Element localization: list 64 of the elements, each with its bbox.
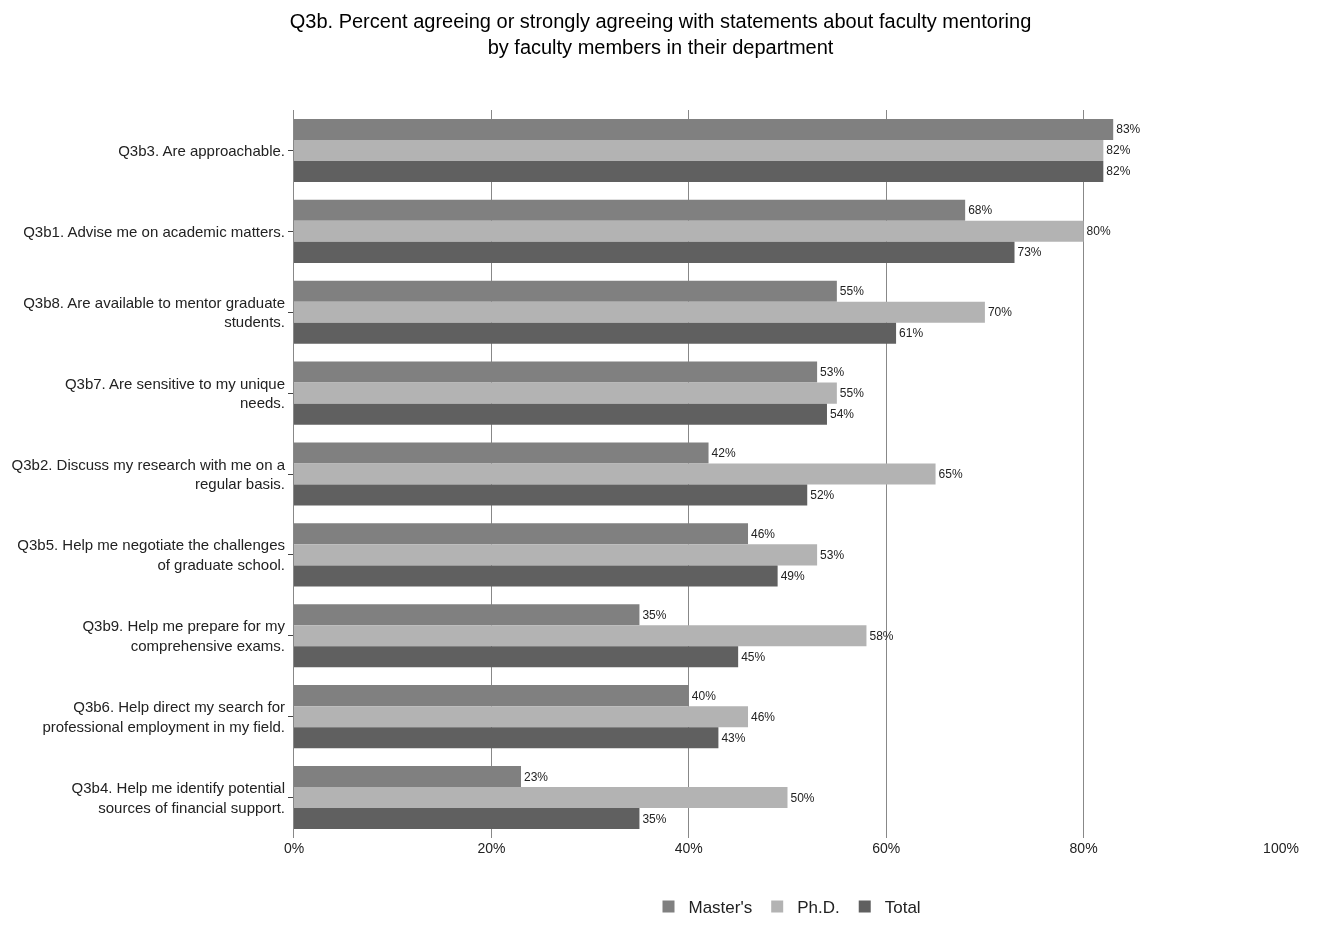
y-tick-label: Q3b7. Are sensitive to my unique needs. bbox=[64, 374, 285, 412]
bar bbox=[294, 727, 719, 749]
data-label: 45% bbox=[741, 649, 766, 664]
data-label: 55% bbox=[839, 284, 865, 299]
data-label: 40% bbox=[691, 688, 717, 703]
data-label: 50% bbox=[790, 790, 815, 805]
data-label: 70% bbox=[987, 305, 1013, 320]
data-label: 49% bbox=[780, 568, 805, 583]
x-tick-label: 80% bbox=[1069, 840, 1098, 856]
data-label: 68% bbox=[968, 203, 993, 218]
bar bbox=[294, 160, 1104, 182]
bar bbox=[294, 463, 936, 485]
data-label: 82% bbox=[1106, 143, 1131, 158]
data-label: 35% bbox=[642, 811, 667, 826]
bar bbox=[294, 403, 827, 425]
x-tick-label: 20% bbox=[477, 840, 506, 856]
data-label: 43% bbox=[721, 730, 746, 745]
bar bbox=[294, 544, 818, 566]
x-tick-label: 60% bbox=[872, 840, 901, 856]
data-label: 58% bbox=[869, 628, 894, 643]
y-tick-label: Q3b6. Help direct my search for professional employment in my field. bbox=[42, 698, 285, 735]
data-label: 46% bbox=[751, 709, 776, 724]
data-label: 35% bbox=[642, 607, 667, 622]
y-tick-label: Q3b4. Help me identify potential sources of financial support. bbox=[71, 779, 285, 816]
bar bbox=[294, 646, 739, 668]
data-label: 52% bbox=[810, 488, 835, 503]
legend-label: Total bbox=[884, 898, 921, 918]
data-label: 55% bbox=[839, 386, 865, 401]
bar bbox=[294, 220, 1084, 242]
y-tick-label: Q3b9. Help me prepare for my comprehensive exams. bbox=[82, 617, 286, 654]
bar bbox=[294, 625, 867, 647]
x-tick-label: 40% bbox=[674, 840, 703, 856]
bar bbox=[294, 787, 788, 809]
bar bbox=[294, 382, 837, 404]
y-tick-label: Q3b3. Are approachable. bbox=[118, 141, 285, 159]
y-tick-label: Q3b8. Are available to mentor graduate students. bbox=[23, 293, 285, 331]
data-label: 42% bbox=[711, 445, 736, 460]
data-label: 23% bbox=[524, 769, 549, 784]
legend-label: Ph.D. bbox=[797, 898, 840, 918]
y-tick-label: Q3b5. Help me negotiate the challenges of graduate school. bbox=[17, 536, 285, 573]
legend-label: Master's bbox=[688, 898, 753, 918]
bar bbox=[294, 565, 778, 587]
data-label: 53% bbox=[820, 547, 845, 562]
bar bbox=[294, 301, 985, 323]
data-label: 82% bbox=[1106, 164, 1131, 179]
y-tick-label: Q3b1. Advise me on academic matters. bbox=[23, 222, 285, 240]
chart-title: Q3b. Percent agreeing or strongly agreeing with statements about faculty mentoring by faculty members in their department bbox=[289, 10, 1032, 59]
bar bbox=[294, 484, 808, 506]
data-label: 65% bbox=[938, 467, 963, 481]
data-label: 73% bbox=[1017, 245, 1042, 260]
x-tick-label: 0% bbox=[283, 840, 305, 856]
data-label: 53% bbox=[820, 365, 845, 380]
bar bbox=[294, 322, 897, 344]
x-tick-label: 100% bbox=[1263, 840, 1299, 856]
bar bbox=[294, 706, 749, 728]
bar bbox=[294, 241, 1015, 263]
data-label: 80% bbox=[1086, 224, 1111, 239]
bar bbox=[294, 139, 1104, 161]
y-tick-label: Q3b2. Discuss my research with me on a regular basis. bbox=[11, 455, 286, 492]
data-label: 83% bbox=[1116, 122, 1141, 137]
bar bbox=[294, 808, 640, 830]
data-label: 54% bbox=[829, 407, 855, 422]
data-label: 61% bbox=[899, 326, 924, 341]
data-label: 46% bbox=[751, 526, 776, 541]
